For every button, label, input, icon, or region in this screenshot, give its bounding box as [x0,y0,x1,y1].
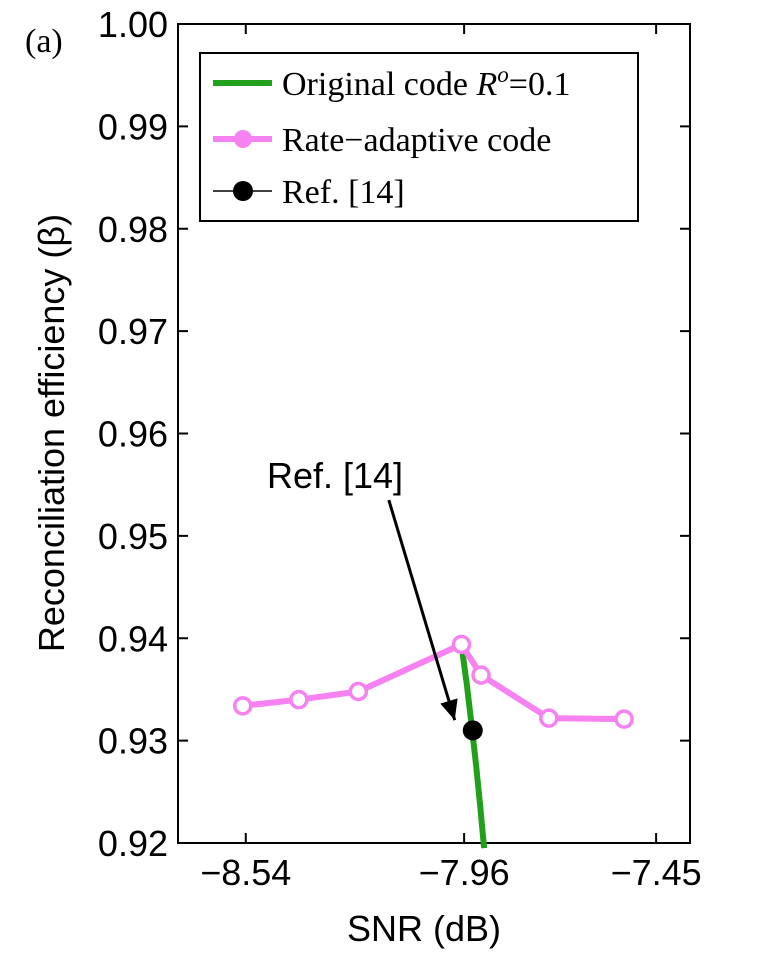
data-point-rate-adaptive-code [539,708,559,728]
y-tick-label: 0.94 [98,618,168,659]
y-tick-label: 0.97 [98,311,168,352]
annotation-arrow-head [440,698,458,721]
y-tick-label: 1.00 [98,4,168,45]
data-point-rate-adaptive-code [451,634,472,655]
x-axis-label: SNR (dB) [347,908,501,949]
legend-label-original-code-tail: =0.1 [509,66,571,103]
annotation-text: Ref. [14] [267,455,403,496]
legend-label-original-code: Original code Ro=0.1 [282,62,570,103]
y-tick-label: 0.98 [98,209,168,250]
y-tick-label: 0.92 [98,823,168,864]
legend-label-ref-14: Ref. [14] [282,174,405,211]
series-line-original-code [458,644,488,849]
x-tick-label: −8.54 [200,852,291,893]
x-tick-label: −7.45 [611,852,702,893]
data-point-rate-adaptive-code [233,696,253,716]
legend-label-rate-adaptive-code: Rate−adaptive code [282,122,551,159]
annotation-arrow-line [387,499,457,721]
y-axis-label: Reconciliation efficiency (β) [31,214,72,652]
legend: Original code Ro=0.1 Rate−adaptive code … [199,52,639,222]
legend-box [199,52,639,222]
data-point-rate-adaptive-code [348,681,369,702]
legend-label-original-code-main: Original code [282,66,477,103]
plot-area: 0.92 0.93 0.94 0.95 0.96 0.97 0.98 0.99 1.00 −8.5… [98,4,702,893]
legend-marker-ref-14 [233,181,253,201]
y-tick-label: 0.96 [98,414,168,455]
legend-label-original-code-sup: o [497,62,509,87]
data-point-rate-adaptive-code [471,665,491,685]
legend-marker-rate-adaptive-code [234,130,252,148]
y-tick-label: 0.95 [98,516,168,557]
data-point-ref-14 [462,720,483,741]
legend-label-original-code-var: R [476,66,498,103]
y-tick-label: 0.93 [98,721,168,762]
x-tick-label: −7.96 [419,852,510,893]
y-tick-label: 0.99 [98,106,168,147]
data-point-rate-adaptive-code [614,709,634,729]
panel-label: (a) [25,23,63,60]
data-point-rate-adaptive-code [289,689,309,710]
